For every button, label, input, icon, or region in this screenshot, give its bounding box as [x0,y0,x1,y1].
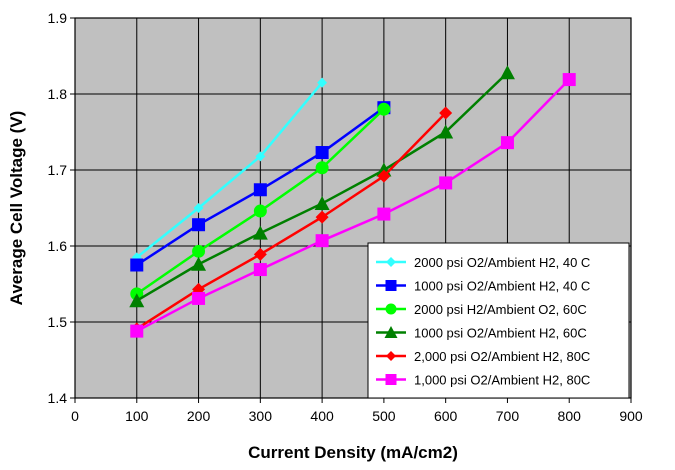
x-tick-label: 800 [558,408,582,424]
x-tick-label: 300 [249,408,273,424]
x-tick-label: 0 [71,408,79,424]
series-5 [130,106,453,336]
marker-diamond [315,210,329,224]
plot-border [74,17,632,399]
marker-diamond [317,77,328,88]
legend-item: 1000 psi O2/Ambient H2, 60C [376,326,587,341]
legend-label: 2000 psi H2/Ambient O2, 60C [414,302,587,317]
marker-diamond [255,151,266,162]
marker-square [192,218,206,232]
legend-label: 1,000 psi O2/Ambient H2, 80C [414,373,590,388]
series-line [135,81,324,259]
x-axis-title: Current Density (mA/cm2) [248,443,458,462]
marker-square [377,207,391,221]
marker-triangle [499,65,515,80]
marker-triangle [314,195,330,210]
marker-circle [192,244,206,258]
marker-circle [377,102,391,116]
marker-circle [253,204,267,218]
y-tick-label: 1.9 [48,10,68,26]
marker-square [315,146,329,160]
legend-item: 2,000 psi O2/Ambient H2, 80C [376,349,590,364]
marker-square [130,258,144,272]
series-1 [131,77,328,263]
marker-square [439,176,453,190]
series-6 [130,73,576,338]
marker-diamond [193,203,204,213]
marker-triangle [384,326,398,338]
legend-item: 2000 psi H2/Ambient O2, 60C [376,302,587,317]
y-tick-label: 1.8 [48,86,68,102]
legend-item: 1000 psi O2/Ambient H2, 40 C [376,279,590,294]
marker-diamond [253,247,267,261]
marker-circle [315,161,329,175]
legend-box [367,242,630,399]
x-tick-label: 600 [434,408,458,424]
series-group [129,65,576,338]
x-tick-label: 200 [187,408,211,424]
legend: 2000 psi O2/Ambient H2, 40 C 1000 psi O2/… [367,242,630,399]
marker-triangle [438,124,454,139]
marker-diamond [377,169,391,183]
marker-square [500,136,514,150]
y-tick-label: 1.7 [48,162,68,178]
marker-square [385,280,397,291]
x-tick-label: 900 [619,408,643,424]
x-tick-label: 700 [496,408,520,424]
x-tick-label: 500 [372,408,396,424]
series-3 [130,102,391,301]
marker-triangle [252,225,268,240]
marker-circle [385,303,397,315]
legend-item: 1,000 psi O2/Ambient H2, 80C [376,373,590,388]
y-tick-label: 1.6 [48,238,68,254]
legend-label: 1000 psi O2/Ambient H2, 40 C [414,279,590,294]
legend-label: 2000 psi O2/Ambient H2, 40 C [414,255,590,270]
series-2 [130,101,391,272]
series-line [136,112,447,330]
y-axis-title: Average Cell Voltage (V) [7,111,26,306]
marker-diamond [386,257,396,267]
marker-square [130,324,144,338]
marker-square [253,183,267,197]
axes: 0 100 200 300 400 500 600 700 800 900 1.4 1.5 1.6 1.7… [48,10,643,424]
marker-square [385,374,397,385]
series-line [136,78,571,333]
y-tick-label: 1.5 [48,314,68,330]
marker-diamond [386,351,396,361]
marker-square [192,291,206,305]
legend-label: 2,000 psi O2/Ambient H2, 80C [414,349,590,364]
marker-triangle [191,256,207,271]
x-tick-label: 100 [125,408,149,424]
y-tick-label: 1.4 [48,390,68,406]
marker-diamond [439,106,453,120]
legend-label: 1000 psi O2/Ambient H2, 60C [414,326,587,341]
x-tick-label: 400 [310,408,334,424]
legend-item: 2000 psi O2/Ambient H2, 40 C [376,255,590,270]
series-4 [129,65,515,308]
marker-square [253,263,267,277]
marker-triangle [129,293,145,308]
marker-square [315,234,329,248]
marker-square [562,73,576,87]
